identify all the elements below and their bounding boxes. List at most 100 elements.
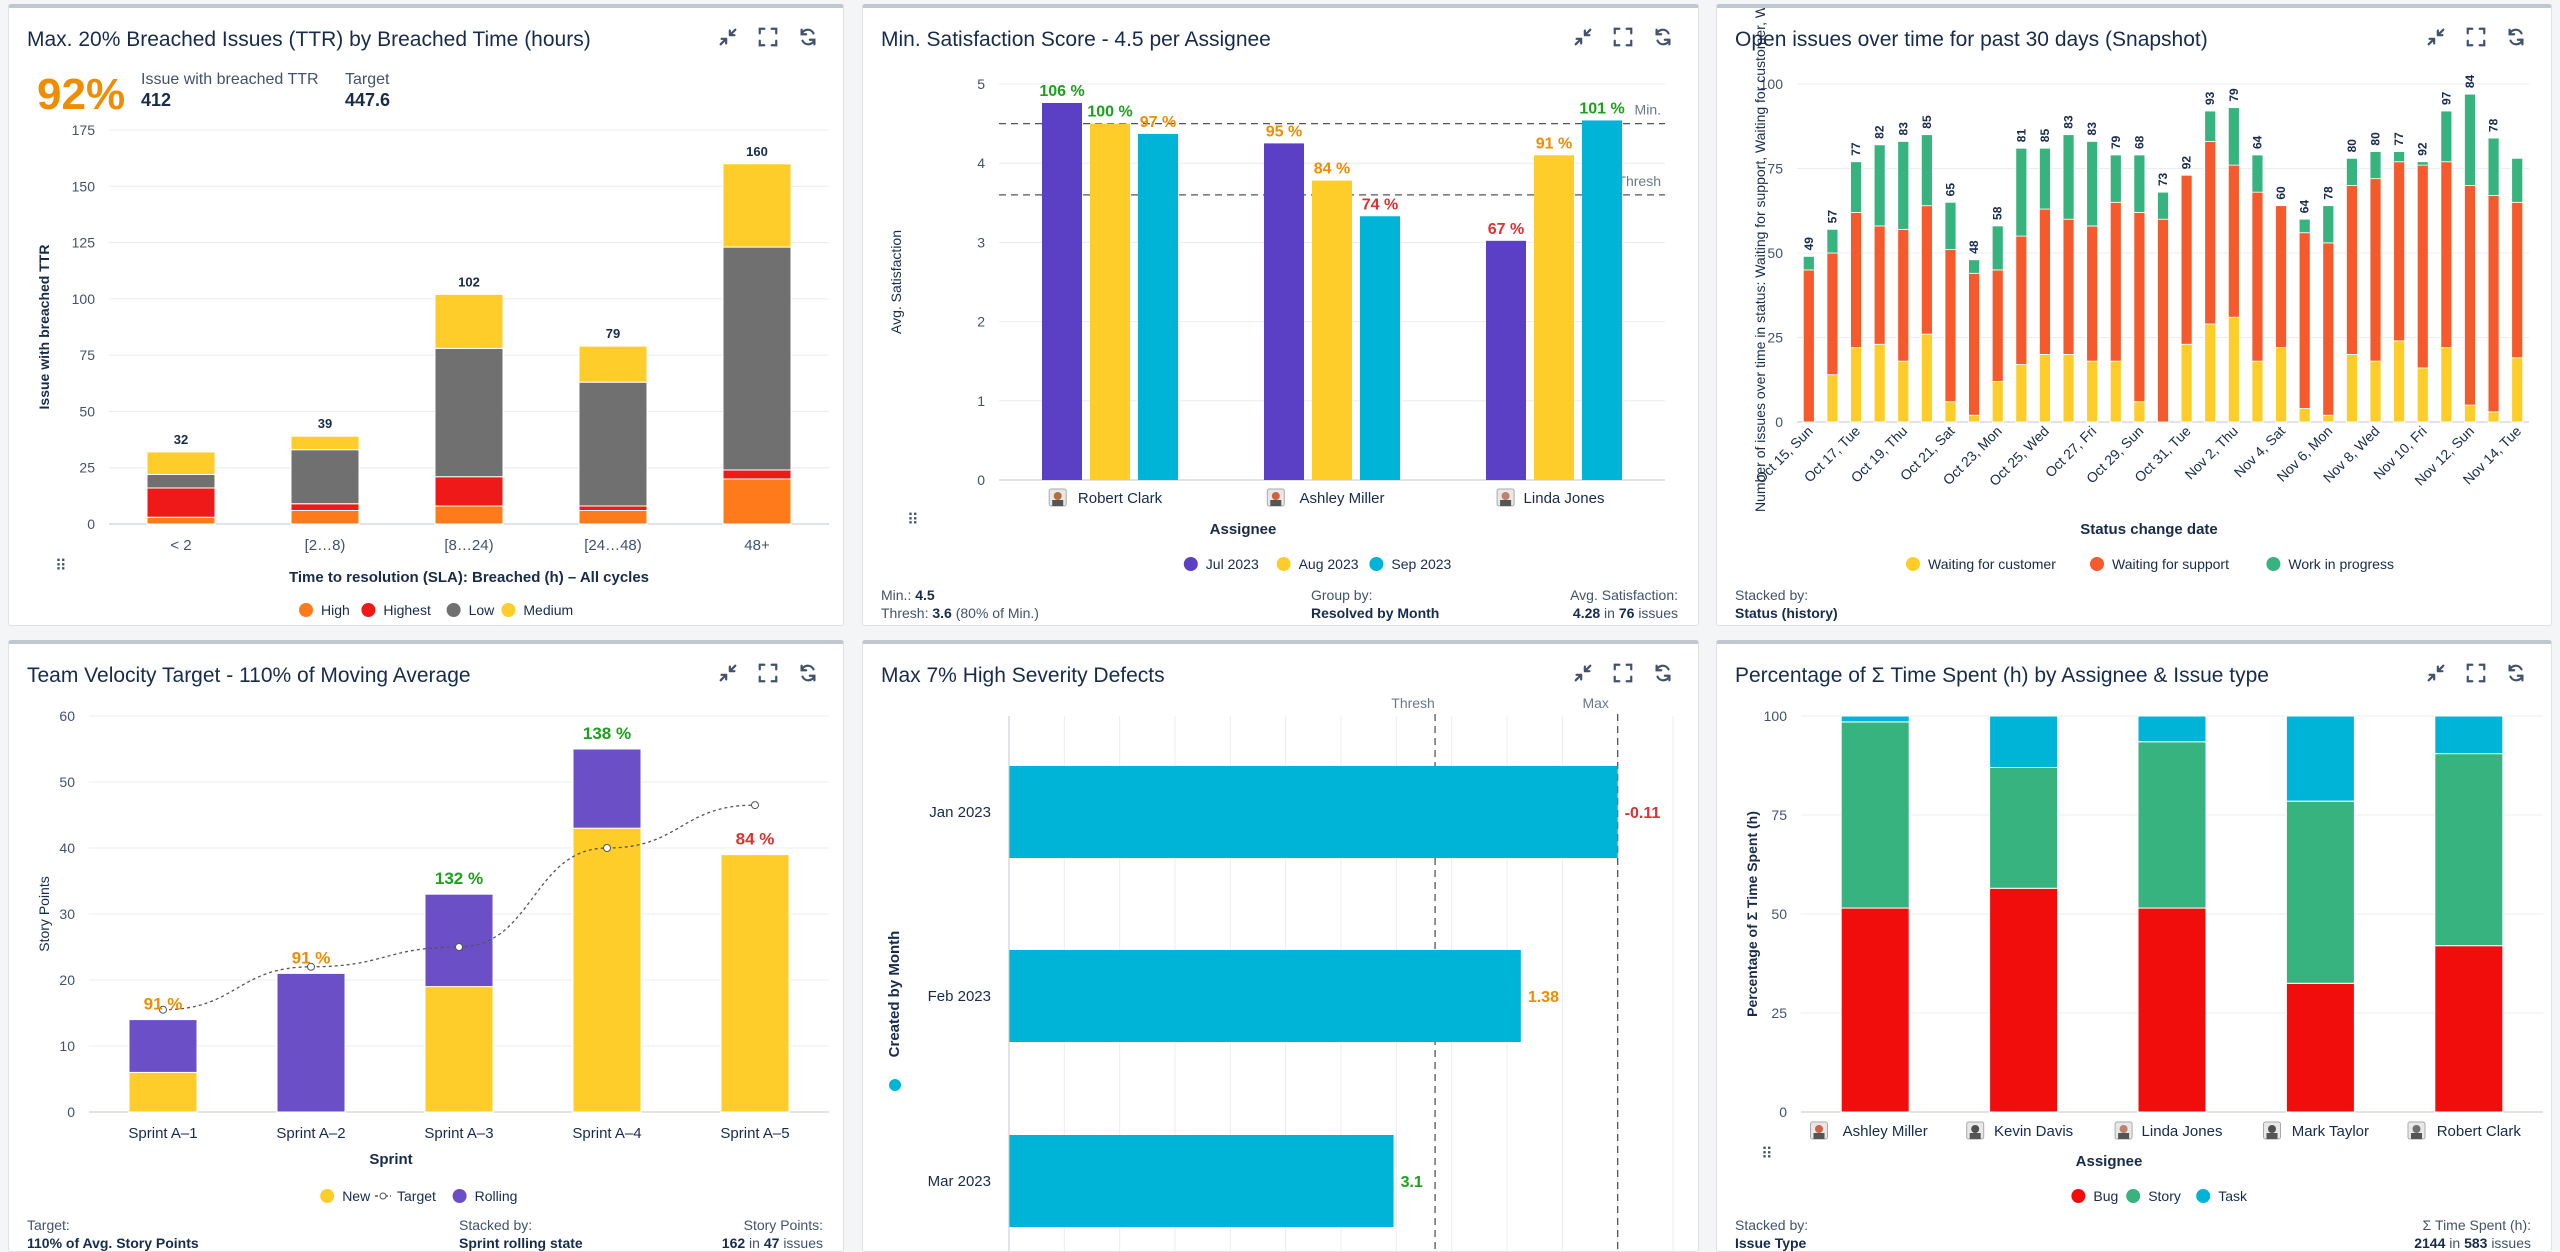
refresh-icon[interactable]	[2503, 660, 2529, 686]
bar-total-label: 160	[746, 144, 768, 159]
collapse-icon[interactable]	[1570, 660, 1596, 686]
target-marker	[455, 943, 463, 951]
refresh-icon-path	[2508, 28, 2524, 46]
bar-segment	[2440, 161, 2453, 349]
bar-segment	[2298, 232, 2311, 409]
legend-swatch	[446, 603, 461, 617]
avatar-body	[1969, 1133, 1981, 1139]
fullscreen-icon[interactable]	[1610, 660, 1636, 686]
legend-item: Waiting for customer	[1906, 556, 2056, 572]
refresh-icon[interactable]	[1650, 660, 1676, 686]
bar-segment	[2322, 205, 2335, 244]
collapse-icon[interactable]	[1570, 24, 1596, 50]
drag-handle-icon[interactable]: ⠿	[1761, 1146, 1773, 1163]
refresh-icon[interactable]	[795, 660, 821, 686]
y-tick-label: 30	[59, 906, 75, 922]
legend-item: Aug 2023	[1276, 556, 1359, 572]
y-tick-label: 100	[1760, 76, 1784, 92]
bar	[1090, 123, 1130, 480]
legend-swatch	[2071, 1189, 2086, 1203]
fullscreen-icon[interactable]	[2463, 24, 2489, 50]
bar-percent-label: 91 %	[292, 948, 331, 967]
collapse-icon[interactable]	[2423, 660, 2449, 686]
avatar-head	[1815, 1125, 1823, 1133]
bar-segment	[2109, 154, 2122, 203]
fullscreen-icon[interactable]	[2463, 660, 2489, 686]
fullscreen-icon[interactable]	[755, 24, 781, 50]
footer-stacked-by: Stacked by: Status (history)	[1735, 587, 1838, 621]
bar-segment	[2109, 360, 2122, 423]
collapse-icon[interactable]	[2423, 24, 2449, 50]
bar-segment	[1968, 414, 1980, 423]
time-spent-panel: Percentage of Σ Time Spent (h) by Assign…	[1716, 640, 2552, 1252]
bar-percent-label: 91 %	[144, 995, 183, 1014]
chart-svg: 0 25 50 75 100 125 150 175 32 < 2 39 [2…8) 102 [8…24)…	[36, 122, 829, 618]
bar-segment	[2393, 151, 2406, 163]
bar-segment	[572, 748, 642, 829]
footer-target: Target: 110% of Avg. Story Points	[27, 1217, 199, 1251]
collapse-icon-glyph	[1574, 664, 1592, 682]
bar-segment	[2416, 161, 2429, 166]
kpi-breached-label: Issue with breached TTR	[141, 71, 319, 88]
x-tick-label: [8…24)	[444, 537, 493, 554]
drag-handle-icon[interactable]: ⠿	[55, 558, 67, 575]
footer-min: Min.: 4.5 Thresh: 3.6 (80% of Min.)	[881, 587, 1039, 621]
bar-segment	[434, 347, 504, 478]
chart-svg: Thresh Max -0.11 Jan 2023 1.38 Feb 2023 3.1 Mar…	[886, 695, 1674, 1251]
refresh-icon[interactable]	[2503, 24, 2529, 50]
legend-swatch	[2126, 1189, 2141, 1203]
refresh-icon[interactable]	[795, 24, 821, 50]
bar-segment	[1873, 225, 1886, 345]
bar-segment	[276, 972, 346, 1113]
bar-percent-label: 101 %	[1579, 100, 1624, 117]
bar-segment	[2204, 141, 2217, 325]
drag-handle-icon[interactable]: ⠿	[907, 512, 919, 529]
fullscreen-icon[interactable]	[755, 660, 781, 686]
bar-segment	[2464, 93, 2476, 186]
bar-segment	[2434, 753, 2504, 947]
kpi-breached-value: 412	[141, 90, 172, 110]
avatar	[2407, 1121, 2426, 1140]
bar-segment	[1826, 374, 1839, 423]
bar-segment	[572, 827, 642, 1113]
reference-line-label: Max	[1582, 695, 1608, 711]
bar-segment	[578, 505, 648, 511]
y-tick-label: 3	[977, 234, 985, 250]
refresh-icon-glyph	[2508, 664, 2524, 682]
bar-segment	[2285, 715, 2355, 802]
y-tick-label: 75	[1767, 161, 1783, 177]
collapse-icon[interactable]	[715, 660, 741, 686]
avatar-head	[1271, 492, 1280, 500]
bar-percent-label: 67 %	[1488, 221, 1524, 238]
collapse-icon[interactable]	[715, 24, 741, 50]
bar-total-label: 77	[2392, 132, 2406, 146]
bar	[1009, 950, 1521, 1042]
bar-segment	[2346, 184, 2358, 355]
refresh-icon-path	[800, 28, 816, 46]
bar-segment	[2434, 715, 2504, 755]
refresh-icon[interactable]	[1650, 24, 1676, 50]
x-tick-label: Ashley Miller	[1299, 490, 1384, 507]
legend-swatch	[361, 603, 376, 617]
bar-segment	[2251, 191, 2264, 362]
bar-total-label: 97	[2439, 91, 2453, 105]
fullscreen-icon[interactable]	[1610, 24, 1636, 50]
bar-segment	[146, 473, 216, 489]
bar-segment	[2298, 408, 2311, 423]
avatar-body	[2411, 1133, 2422, 1139]
x-axis-title: Status change date	[2080, 521, 2218, 538]
y-tick-label: 100	[1764, 708, 1788, 724]
bar-segment	[2285, 982, 2355, 1113]
refresh-icon-path	[800, 664, 816, 682]
bar-percent-label: 74 %	[1362, 196, 1398, 213]
bar-total-label: 48	[1967, 240, 1981, 254]
y-tick-label: 100	[72, 291, 96, 307]
y-tick-label: 1	[977, 393, 985, 409]
x-tick-label: Linda Jones	[2142, 1123, 2223, 1140]
y-tick-label: 125	[72, 235, 96, 251]
bar-segment	[722, 246, 792, 471]
bar-total-label: 64	[2298, 200, 2312, 214]
avatar-body	[1500, 500, 1512, 506]
legend-item: Sep 2023	[1369, 556, 1452, 572]
